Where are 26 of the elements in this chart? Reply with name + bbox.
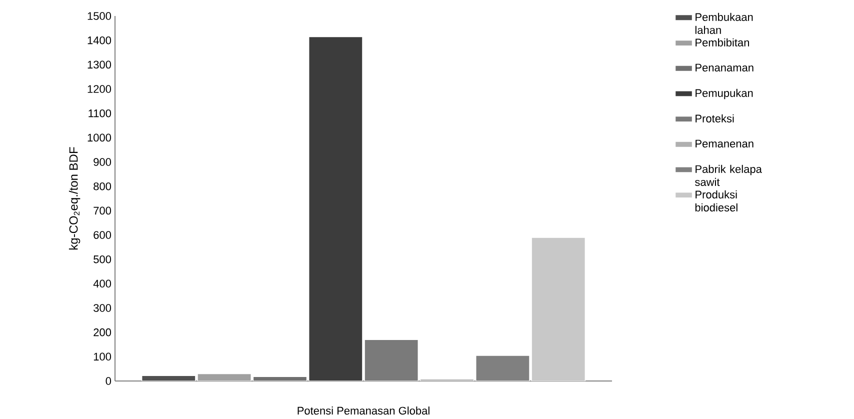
y-tick-label: 700	[94, 206, 112, 215]
legend-label: Pemanenan	[696, 140, 754, 148]
legend-label: Penanaman	[696, 64, 754, 72]
y-axis-title: kg-CO$_{2}$eq./ton BDF	[68, 147, 80, 250]
legend-label: Pembibitan	[696, 38, 750, 46]
y-tick-label: 100	[94, 352, 112, 361]
y-tick-label: 0	[106, 377, 112, 385]
y-tick-label: 200	[94, 328, 112, 336]
y-tick-label: 400	[93, 280, 112, 288]
x-tick-label: Potensi Pemanasan Global	[298, 406, 430, 415]
y-tick-label: 1100	[88, 109, 112, 118]
y-tick-label: 1200	[88, 85, 112, 93]
legend-label: Pembukaan lahan	[695, 12, 753, 34]
y-tick-label: 500	[94, 255, 112, 264]
y-tick-label: 1400	[88, 36, 112, 44]
y-tick-label: 800	[94, 182, 112, 190]
y-tick-label: 1000	[88, 134, 112, 142]
y-tick-label: 1500	[88, 12, 112, 20]
legend-label: Pabrik kelapa sawit	[695, 164, 762, 186]
y-tick-label: 1300	[88, 60, 112, 69]
y-tick-label: 600	[94, 231, 112, 239]
legend-label: Pemupukan	[696, 88, 753, 100]
legend-label: Produksi biodiesel	[695, 190, 738, 212]
legend-label: Proteksi	[696, 114, 734, 122]
y-tick-label: 300	[94, 304, 112, 312]
y-tick-label: 900	[94, 158, 112, 166]
